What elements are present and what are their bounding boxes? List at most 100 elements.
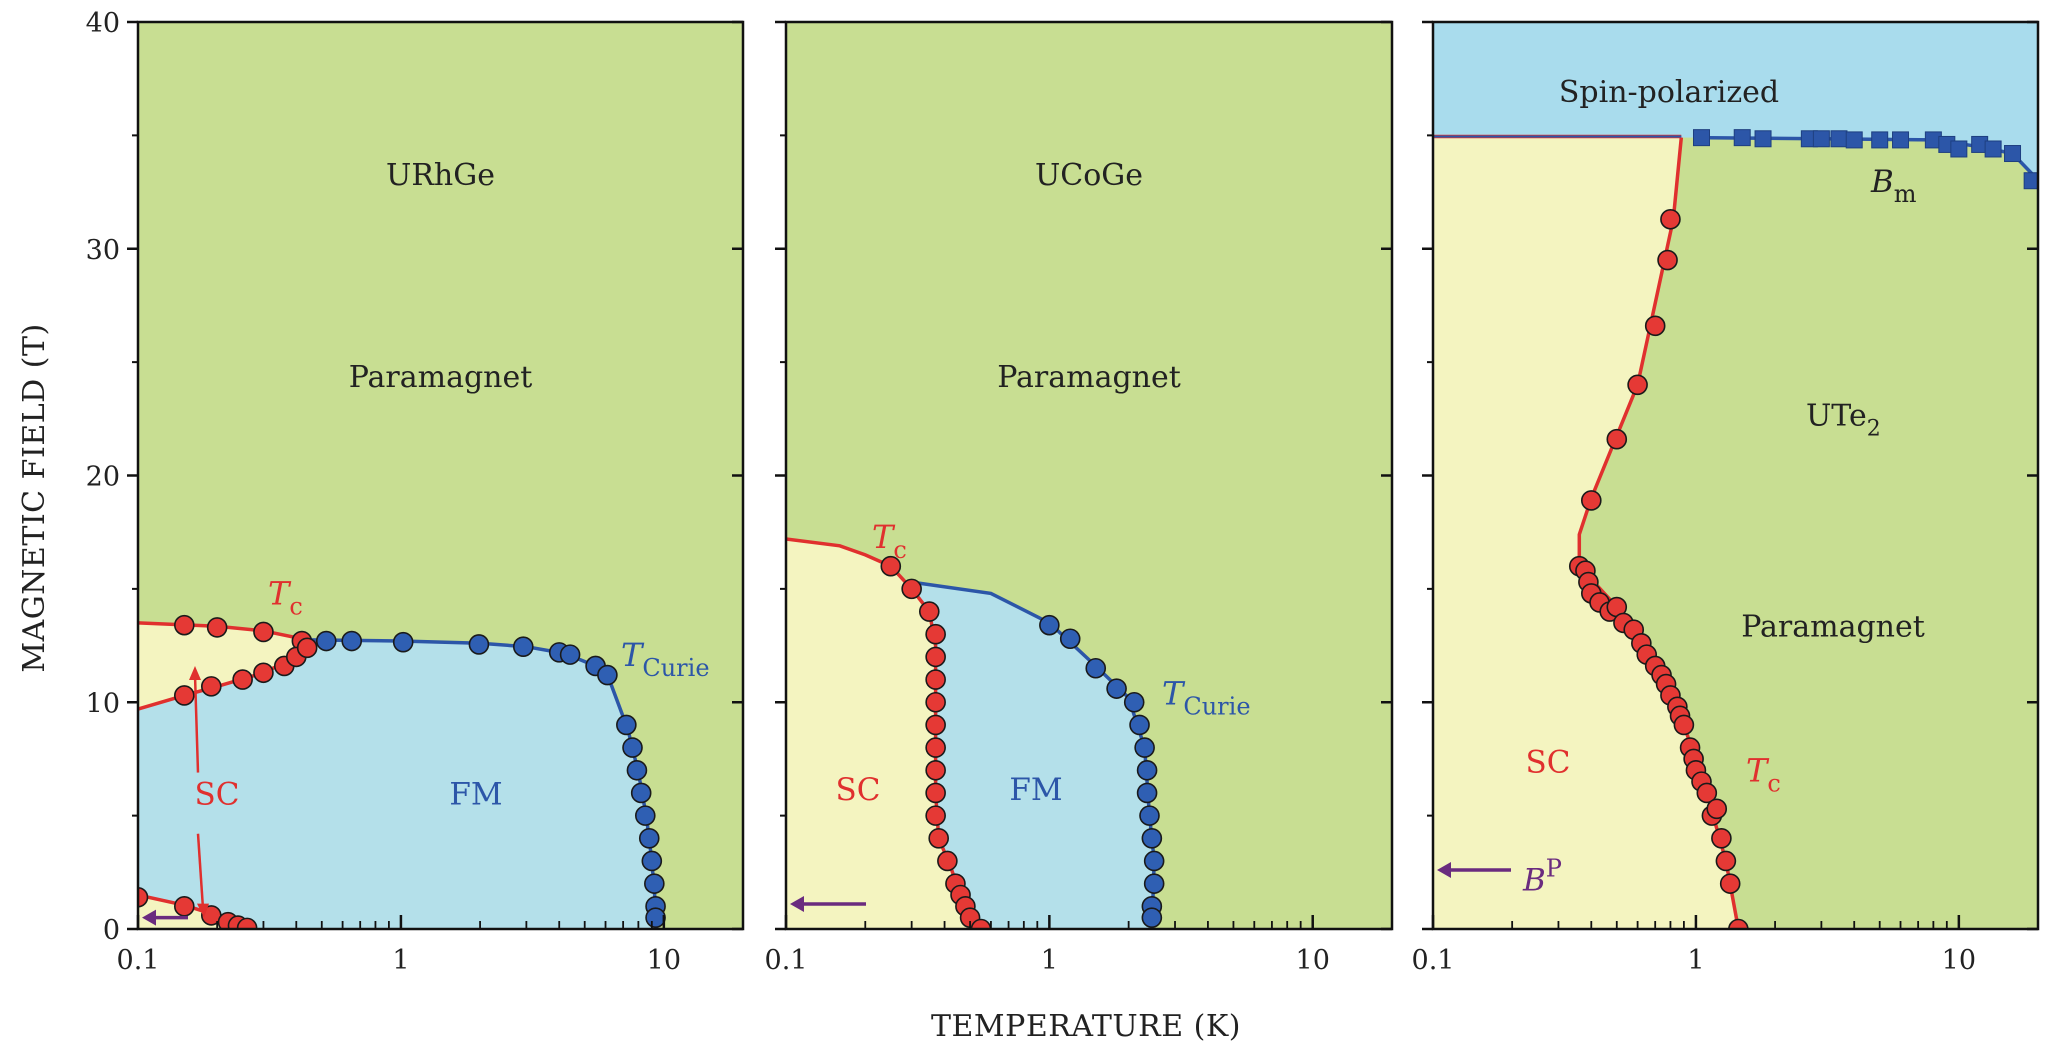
x-axis-label: TEMPERATURE (K) bbox=[931, 1009, 1241, 1044]
curie-point bbox=[644, 873, 665, 894]
tc-point bbox=[925, 737, 946, 758]
bm-point bbox=[1692, 129, 1710, 147]
curie-point bbox=[616, 714, 637, 736]
curie-point bbox=[512, 636, 534, 657]
sc-pointer-down bbox=[196, 833, 205, 909]
tc-point bbox=[253, 621, 274, 643]
y-tick-label: 0 bbox=[103, 915, 120, 946]
spin-polarized-region bbox=[1433, 22, 2038, 186]
tc-point bbox=[173, 685, 195, 706]
plot-area bbox=[138, 22, 743, 929]
bp-arrow-head bbox=[1437, 862, 1451, 879]
paramagnet-label: Paramagnet bbox=[1741, 609, 1925, 644]
tc-point bbox=[1627, 374, 1648, 396]
tc-point bbox=[925, 646, 946, 668]
curie-point bbox=[641, 850, 663, 872]
curie-point bbox=[315, 630, 337, 652]
tc-point bbox=[901, 578, 922, 600]
curie-label: TCurie bbox=[621, 636, 710, 682]
bm-point bbox=[1892, 131, 1910, 149]
fm-label: FM bbox=[449, 776, 502, 812]
tc-point bbox=[880, 555, 902, 577]
tc-point bbox=[1644, 315, 1666, 337]
bm-point bbox=[1830, 130, 1848, 148]
tc-point bbox=[1606, 428, 1628, 450]
fm-region bbox=[138, 639, 657, 929]
tc-label: Tc bbox=[872, 518, 907, 564]
bm-point bbox=[1950, 140, 1968, 158]
tc-point bbox=[1657, 249, 1678, 271]
sc-pointer-up bbox=[193, 675, 200, 773]
x-tick-label: 1 bbox=[392, 945, 409, 976]
curie-point bbox=[468, 634, 490, 655]
fm-label: FM bbox=[1009, 772, 1062, 808]
sc-pointer-up-head bbox=[189, 665, 201, 680]
tc-point bbox=[925, 782, 946, 804]
curie-point bbox=[1143, 850, 1165, 872]
panels-layer: 0 10 20 30 40 0.1 1 10 URhGe Paramagnet SC FM Tc TCur… bbox=[86, 8, 2040, 976]
tc-point bbox=[253, 662, 274, 684]
plot-area bbox=[1433, 22, 2038, 929]
bm-point bbox=[2004, 145, 2022, 163]
sc-label: SC bbox=[195, 776, 240, 812]
tc-point bbox=[925, 759, 946, 781]
panel-1: 0 10 20 30 40 0.1 1 10 URhGe Paramagnet SC FM Tc TCur… bbox=[86, 8, 745, 976]
tc-point bbox=[925, 805, 946, 826]
x-tick-label: 10 bbox=[1942, 945, 1976, 976]
bm-label: Bm bbox=[1870, 164, 1917, 208]
sc-region bbox=[1433, 136, 1739, 929]
curie-point bbox=[622, 737, 643, 758]
sc-pointer-down-head bbox=[197, 903, 209, 918]
curie-point bbox=[1059, 628, 1081, 650]
curie-point bbox=[638, 827, 660, 849]
bm-point bbox=[1812, 130, 1830, 148]
y-tick-label: 40 bbox=[86, 8, 120, 39]
y-tick-label: 30 bbox=[86, 235, 120, 266]
panel-3: 0.1 1 10 Spin-polarized UTe2 Paramagnet SC Tc Bm… bbox=[1412, 20, 2040, 976]
spin-polarized-label: Spin-polarized bbox=[1559, 75, 1779, 110]
paramagnet-label: Paramagnet bbox=[349, 360, 533, 395]
tc-point bbox=[1673, 714, 1695, 736]
tc-label: Tc bbox=[1746, 752, 1781, 798]
bm-point bbox=[1845, 131, 1863, 149]
x-tick-label: 1 bbox=[1041, 945, 1058, 976]
curie-point bbox=[1136, 782, 1158, 804]
tc-point bbox=[928, 827, 949, 849]
tc-point bbox=[1580, 490, 1602, 511]
tc-point bbox=[1711, 827, 1732, 849]
bm-point bbox=[1984, 140, 2002, 158]
tc-point bbox=[1696, 782, 1718, 804]
curie-point bbox=[392, 631, 414, 653]
curie-point bbox=[1139, 805, 1160, 826]
tc-point bbox=[296, 637, 318, 659]
curie-label: TCurie bbox=[1162, 675, 1251, 721]
curie-point bbox=[559, 644, 581, 665]
curie-point bbox=[1136, 759, 1158, 781]
bm-point bbox=[2023, 172, 2038, 190]
tc-point bbox=[173, 896, 195, 917]
tc-point bbox=[1719, 873, 1741, 894]
sc-label: SC bbox=[836, 772, 881, 808]
bp-arrow-head bbox=[790, 896, 804, 913]
bm-point bbox=[1871, 131, 1889, 149]
tc-point bbox=[925, 669, 946, 690]
curie-point bbox=[1129, 714, 1150, 736]
material-label: URhGe bbox=[386, 158, 495, 193]
curie-point bbox=[597, 664, 618, 686]
tc-point bbox=[1706, 798, 1728, 820]
curie-point bbox=[1141, 907, 1163, 928]
curie-point bbox=[626, 759, 648, 781]
curie-point bbox=[341, 630, 363, 652]
x-tick-label: 1 bbox=[1687, 945, 1704, 976]
curie-point bbox=[634, 805, 656, 826]
tc-point bbox=[138, 886, 149, 908]
sc-label: SC bbox=[1526, 745, 1571, 781]
bp-arrow-head bbox=[142, 909, 156, 926]
curie-point bbox=[1123, 691, 1145, 713]
tc-point bbox=[1715, 850, 1737, 872]
curie-point bbox=[1085, 657, 1107, 679]
curie-point bbox=[1039, 614, 1060, 636]
tc-point bbox=[173, 614, 195, 636]
x-tick-label: 10 bbox=[1296, 945, 1330, 976]
plot-area bbox=[786, 22, 1392, 929]
